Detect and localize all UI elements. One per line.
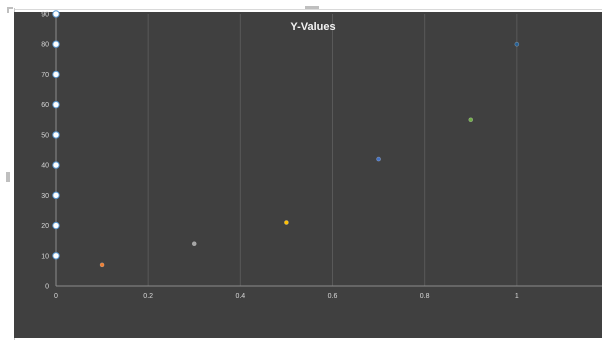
y-axis-point	[52, 131, 60, 139]
y-axis-point	[52, 161, 60, 169]
x-tick-labels: 0 0.2 0.4 0.6 0.8 1	[54, 293, 519, 300]
y-axis-points	[52, 10, 60, 260]
data-point	[468, 117, 474, 123]
y-axis-point	[52, 10, 60, 18]
x-tick-label: 0.2	[143, 293, 153, 300]
x-tick-label: 0.8	[420, 293, 430, 300]
left-resize-handle[interactable]	[6, 172, 10, 182]
y-axis-point	[52, 191, 60, 200]
y-axis-point	[52, 100, 60, 109]
data-points	[99, 41, 520, 268]
x-tick-label: 0	[54, 293, 58, 300]
gridlines	[147, 14, 518, 286]
y-tick-label: 50	[41, 132, 49, 139]
y-tick-label: 30	[41, 193, 49, 200]
y-tick-label: 60	[41, 102, 49, 109]
data-point	[376, 156, 381, 162]
x-tick-label: 0.4	[235, 293, 245, 300]
top-border	[14, 9, 602, 10]
y-axis-point	[52, 70, 60, 79]
y-axis-point	[52, 40, 60, 48]
chart-title: Y-Values	[290, 21, 335, 33]
y-tick-label: 40	[41, 163, 49, 170]
chart-area[interactable]	[14, 12, 602, 338]
y-tick-labels: 0 10 20 30 40 50 60 70 80 90	[41, 12, 49, 291]
y-axis-point	[52, 252, 60, 260]
data-point	[99, 262, 105, 268]
x-tick-label: 1	[515, 293, 519, 300]
data-point	[284, 220, 289, 225]
y-tick-label: 70	[41, 72, 49, 79]
y-tick-label: 80	[41, 42, 49, 49]
y-tick-label: 20	[41, 223, 49, 230]
y-axis-point	[52, 221, 60, 230]
data-point	[191, 241, 197, 246]
top-resize-handle[interactable]	[305, 6, 319, 9]
y-tick-label: 0	[45, 284, 49, 291]
corner-resize-handle-vertical[interactable]	[7, 7, 9, 13]
axes	[55, 14, 602, 287]
x-tick-label: 0.6	[328, 293, 338, 300]
y-tick-label: 10	[41, 253, 49, 260]
corner-resize-handle[interactable]	[7, 7, 13, 9]
data-point	[514, 41, 520, 47]
y-tick-label: 90	[41, 12, 49, 19]
